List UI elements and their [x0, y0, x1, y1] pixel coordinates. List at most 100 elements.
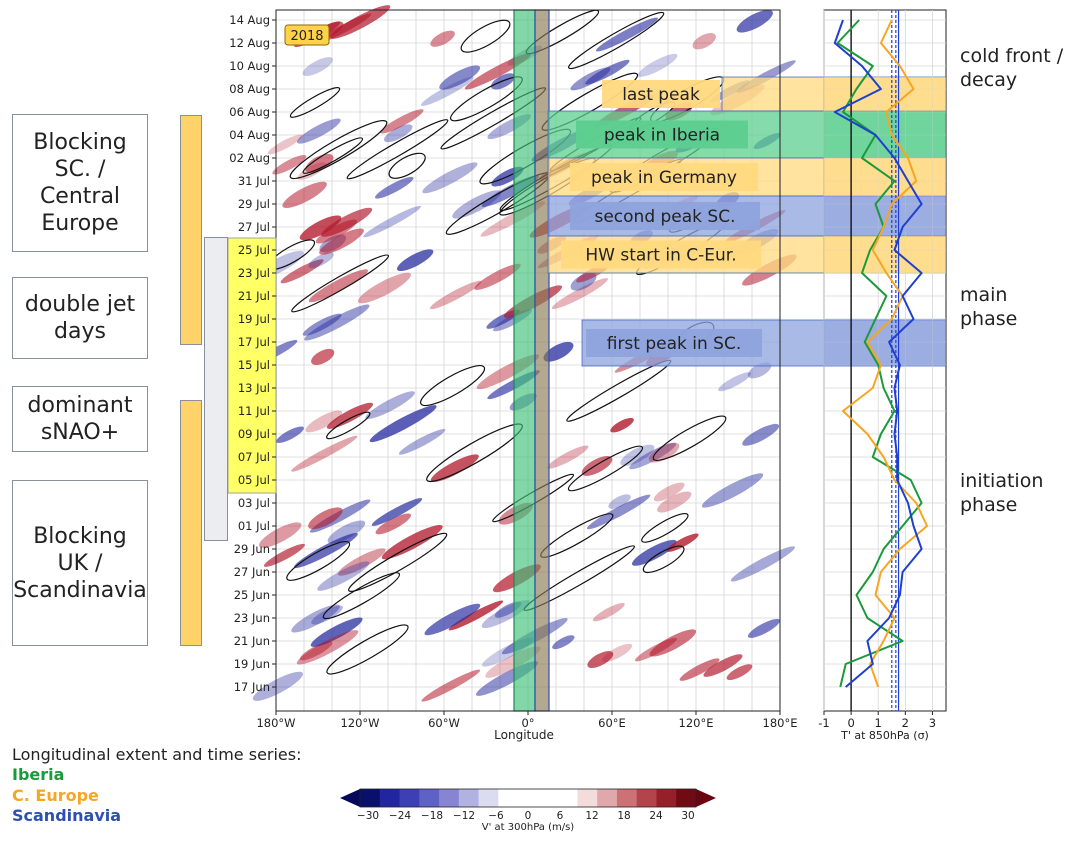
colorbar-segment — [439, 789, 460, 807]
anomaly-blob — [581, 456, 613, 476]
colorbar-tick-label: 0 — [525, 810, 532, 822]
contour-line — [302, 137, 364, 174]
anomaly-blob — [439, 65, 481, 90]
event-label-box — [570, 163, 758, 191]
ts-event-band — [824, 196, 946, 236]
legend-title: Longitudinal extent and time series: — [12, 745, 302, 764]
y-tick-label: 29 Jul — [238, 197, 270, 211]
contour-line — [567, 445, 644, 492]
y-tick-label: 10 Aug — [229, 59, 270, 73]
anomaly-blob — [302, 313, 342, 336]
anomaly-blob — [595, 17, 658, 52]
y-tick-label: 03 Jul — [238, 496, 270, 510]
label-initiation-phase: initiation phase — [960, 470, 1044, 516]
anomaly-blob — [317, 561, 370, 591]
y-tick-label: 17 Jul — [238, 335, 270, 349]
year-badge: 2018 — [290, 29, 323, 44]
colorbar-tick-label: 6 — [557, 810, 564, 822]
colorbar-tick-label: 12 — [585, 810, 598, 822]
contour-line — [346, 119, 449, 180]
anomaly-blob — [282, 181, 327, 209]
anomaly-blob — [653, 482, 685, 502]
x-tick-label: 60°E — [598, 716, 626, 730]
anomaly-blob — [742, 423, 780, 446]
anomaly-blob — [304, 304, 370, 341]
anomaly-blob — [452, 190, 501, 219]
ts-x-tick-label: 1 — [875, 716, 882, 730]
y-tick-label: 25 Jun — [234, 588, 270, 602]
y-tick-label: 23 Jul — [238, 266, 270, 280]
event-label: second peak SC. — [594, 207, 735, 227]
anomaly-blob — [430, 454, 479, 482]
anomaly-blob — [570, 67, 611, 91]
period-bar-upper — [180, 115, 202, 345]
anomaly-blob — [648, 442, 680, 463]
anomaly-blob — [374, 176, 414, 199]
anomaly-blob — [305, 410, 343, 433]
y-tick-label: 31 Jul — [238, 174, 270, 188]
ts-series-scandinavia — [833, 19, 923, 688]
legend-ceurope: C. Europe — [12, 786, 99, 805]
x-tick-label: 180°W — [256, 716, 295, 730]
anomaly-blob — [649, 629, 697, 657]
anomaly-blob — [398, 429, 446, 455]
contour-line — [348, 532, 448, 592]
anomaly-blob — [272, 154, 307, 175]
y-tick-label: 13 Jul — [238, 381, 270, 395]
y-tick-label: 27 Jul — [238, 220, 270, 234]
anomaly-blob — [299, 641, 333, 661]
colorbar-tick-label: −24 — [389, 810, 411, 822]
ts-x-axis-label: T' at 850hPa (σ) — [840, 729, 929, 742]
anomaly-blob — [369, 405, 437, 443]
colorbar-segment — [360, 789, 381, 807]
anomaly-blob — [321, 207, 373, 237]
event-label-box — [576, 120, 748, 149]
anomaly-blob — [252, 671, 303, 701]
colorbar-segment — [518, 789, 539, 807]
y-tick-label: 02 Aug — [229, 151, 270, 165]
y-tick-label: 15 Jul — [238, 358, 270, 372]
anomaly-blob — [380, 109, 424, 134]
anomaly-blob — [375, 513, 412, 535]
colorbar-segment — [597, 789, 618, 807]
phase-snao: dominant sNAO+ — [12, 386, 148, 452]
contour-line — [460, 19, 511, 53]
snao-bar — [204, 237, 228, 541]
anomaly-blob — [308, 252, 334, 269]
contour-line — [642, 545, 685, 574]
anomaly-blob — [429, 280, 482, 310]
contour-line — [326, 411, 371, 440]
y-tick-label: 29 Jun — [234, 542, 270, 556]
anomaly-blob — [310, 617, 363, 647]
colorbar-segment — [537, 789, 559, 807]
x-tick-label: 180°E — [763, 716, 798, 730]
colorbar-segment — [676, 789, 697, 807]
contour-line — [568, 11, 665, 70]
colorbar-segment — [656, 789, 677, 807]
x-tick-label: 120°E — [679, 716, 714, 730]
anomaly-blob — [296, 118, 341, 144]
anomaly-blob — [610, 417, 634, 433]
event-label: peak in Iberia — [604, 126, 720, 146]
anomaly-blob — [276, 426, 304, 444]
ts-event-band — [824, 320, 946, 366]
y-axis: 14 Aug 12 Aug 10 Aug 08 Aug 06 Aug 04 Aug 02 A… — [227, 13, 277, 694]
ts-event-band — [824, 236, 946, 273]
ts-x-tick-label: 3 — [929, 716, 936, 730]
y-tick-label: 05 Jul — [238, 473, 270, 487]
anomaly-blob — [263, 543, 305, 567]
anomaly-blob — [384, 124, 413, 143]
anomaly-blob — [396, 249, 434, 272]
colorbar-tick-label: 18 — [617, 810, 630, 822]
label-cold-front: cold front / decay — [960, 45, 1064, 91]
colorbar-tick-label: 30 — [681, 810, 694, 822]
colorbar-frame — [359, 788, 697, 808]
y-tick-label: 23 Jun — [234, 611, 270, 625]
anomaly-blob — [308, 507, 343, 530]
anomaly-blob — [692, 33, 716, 50]
colorbar-segment — [636, 789, 657, 807]
anomaly-blob — [421, 669, 481, 702]
anomaly-blob — [422, 162, 478, 194]
